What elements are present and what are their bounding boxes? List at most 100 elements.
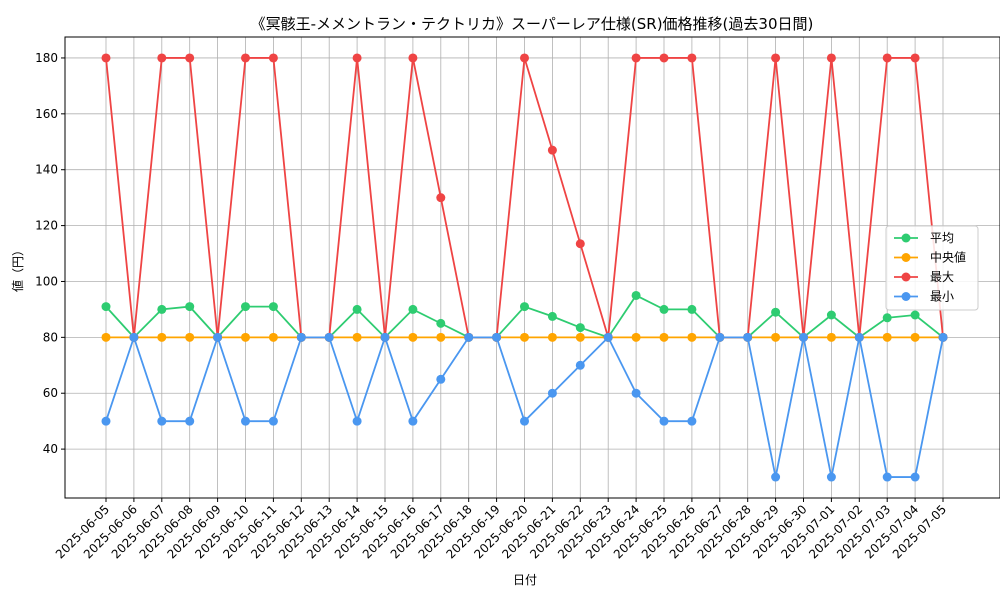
data-point bbox=[575, 360, 585, 370]
data-point bbox=[185, 302, 195, 312]
data-point bbox=[687, 416, 697, 426]
y-tick-label: 160 bbox=[35, 107, 58, 121]
legend-marker bbox=[901, 272, 911, 282]
y-tick-label: 60 bbox=[43, 386, 58, 400]
data-point bbox=[101, 332, 111, 342]
data-point bbox=[185, 416, 195, 426]
y-tick-label: 100 bbox=[35, 274, 58, 288]
data-point bbox=[826, 332, 836, 342]
data-point bbox=[380, 332, 390, 342]
data-point bbox=[157, 332, 167, 342]
data-point bbox=[296, 332, 306, 342]
data-point bbox=[268, 53, 278, 63]
data-point bbox=[101, 302, 111, 312]
plot-frame bbox=[64, 36, 1000, 499]
legend-item: 平均 bbox=[894, 231, 954, 245]
data-point bbox=[771, 307, 781, 317]
legend-marker bbox=[901, 292, 911, 301]
data-point bbox=[520, 302, 529, 312]
data-point bbox=[408, 53, 418, 63]
data-point bbox=[352, 53, 362, 63]
data-point bbox=[687, 332, 697, 342]
data-point bbox=[129, 332, 139, 342]
y-tick-label: 80 bbox=[43, 330, 58, 344]
data-point bbox=[547, 311, 557, 321]
data-point bbox=[715, 332, 725, 342]
legend-item: 中央値 bbox=[894, 250, 966, 265]
data-point bbox=[631, 388, 641, 398]
data-point bbox=[575, 332, 585, 342]
data-point bbox=[631, 53, 641, 63]
data-point bbox=[799, 332, 808, 342]
data-point bbox=[547, 388, 557, 398]
data-point bbox=[659, 332, 669, 342]
data-point bbox=[520, 53, 529, 63]
data-point bbox=[324, 332, 334, 342]
data-point bbox=[882, 472, 892, 482]
grid bbox=[65, 37, 1000, 498]
data-point bbox=[185, 332, 195, 342]
legend-label: 平均 bbox=[930, 231, 954, 245]
data-point bbox=[659, 53, 669, 63]
data-point bbox=[157, 53, 167, 63]
data-point bbox=[882, 53, 892, 63]
data-point bbox=[492, 332, 502, 342]
data-point bbox=[547, 145, 557, 155]
data-point bbox=[213, 332, 223, 342]
data-point bbox=[854, 332, 864, 342]
data-point bbox=[268, 416, 278, 426]
legend-label: 最大 bbox=[930, 270, 954, 284]
data-point bbox=[687, 304, 697, 314]
data-point bbox=[575, 323, 585, 333]
x-axis-label: 日付 bbox=[513, 573, 537, 587]
legend-box bbox=[885, 225, 979, 311]
data-point bbox=[771, 53, 781, 63]
data-point bbox=[436, 374, 446, 384]
data-point bbox=[826, 472, 836, 482]
data-point bbox=[771, 472, 781, 482]
data-point bbox=[520, 332, 529, 342]
data-point bbox=[408, 332, 418, 342]
data-point bbox=[910, 310, 920, 320]
data-point bbox=[241, 332, 250, 342]
data-point bbox=[771, 332, 781, 342]
data-point bbox=[241, 302, 250, 312]
data-point bbox=[408, 416, 418, 426]
data-point bbox=[826, 53, 836, 63]
data-point bbox=[352, 304, 362, 314]
legend-label: 最小 bbox=[930, 290, 954, 304]
legend-item: 最大 bbox=[894, 270, 954, 284]
data-point bbox=[408, 304, 418, 314]
data-point bbox=[631, 332, 641, 342]
series-layer bbox=[101, 53, 948, 482]
data-point bbox=[352, 416, 362, 426]
data-point bbox=[743, 332, 753, 342]
x-axis: 2025-06-052025-06-062025-06-072025-06-08… bbox=[53, 498, 949, 561]
data-point bbox=[520, 416, 529, 426]
data-point bbox=[575, 239, 585, 249]
data-point bbox=[603, 332, 613, 342]
data-point bbox=[157, 416, 167, 426]
y-tick-label: 140 bbox=[35, 163, 58, 177]
legend-label: 中央値 bbox=[930, 250, 966, 265]
data-point bbox=[352, 332, 362, 342]
data-point bbox=[101, 53, 111, 63]
data-point bbox=[464, 332, 474, 342]
data-point bbox=[659, 304, 669, 314]
data-point bbox=[241, 53, 250, 63]
data-point bbox=[882, 332, 892, 342]
data-point bbox=[436, 332, 446, 342]
data-point bbox=[268, 302, 278, 312]
series-1 bbox=[101, 332, 948, 342]
legend-marker bbox=[901, 233, 911, 243]
data-point bbox=[101, 416, 111, 426]
data-point bbox=[241, 416, 250, 426]
legend-item: 最小 bbox=[894, 290, 954, 304]
data-point bbox=[938, 332, 948, 342]
data-point bbox=[910, 53, 920, 63]
data-point bbox=[910, 332, 920, 342]
data-point bbox=[687, 53, 697, 63]
data-point bbox=[826, 310, 836, 320]
